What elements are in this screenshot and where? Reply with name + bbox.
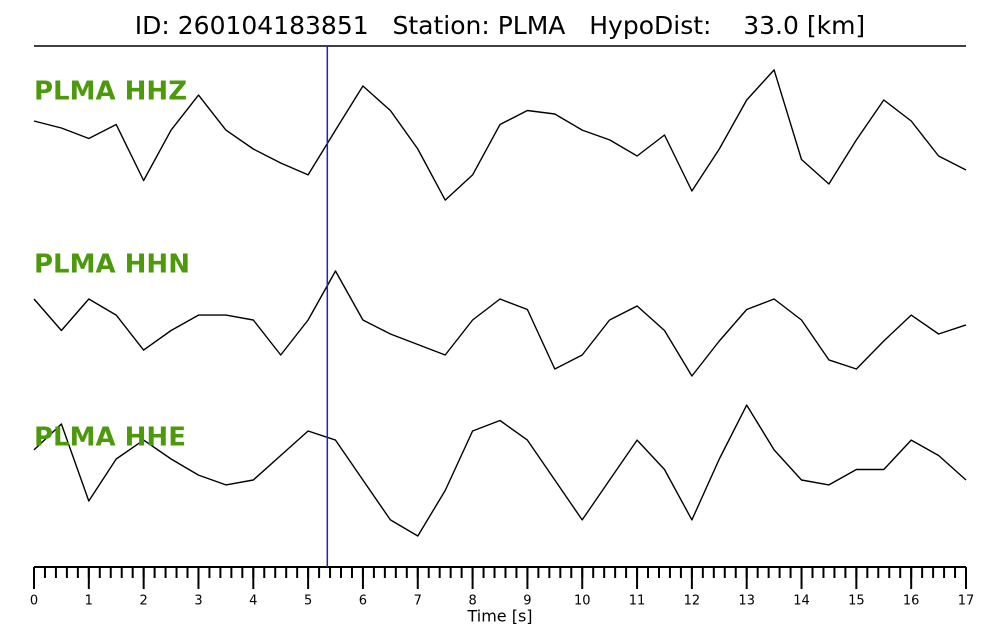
- x-tick-label: 0: [30, 594, 38, 609]
- waveform: [33, 69, 967, 201]
- x-tick-label: 14: [793, 594, 810, 609]
- x-tick-label: 12: [684, 594, 701, 609]
- trace-label: PLMA HHN: [34, 250, 190, 280]
- x-tick-label: 11: [629, 594, 646, 609]
- trace-label: PLMA HHZ: [34, 77, 187, 107]
- x-tick-label: 7: [414, 594, 422, 609]
- waveform: [33, 270, 967, 377]
- x-tick-label: 6: [359, 594, 367, 609]
- x-tick-label: 8: [468, 594, 476, 609]
- x-tick-label: 16: [903, 594, 920, 609]
- x-tick-label: 13: [738, 594, 755, 609]
- x-tick-label: 4: [249, 594, 257, 609]
- x-tick-label: 2: [140, 594, 148, 609]
- x-tick-label: 1: [85, 594, 93, 609]
- x-tick-label: 9: [523, 594, 531, 609]
- x-tick-label: 15: [848, 594, 865, 609]
- x-tick-label: 3: [194, 594, 202, 609]
- trace-label: PLMA HHE: [34, 423, 186, 453]
- chart-title: ID: 260104183851 Station: PLMA HypoDist:…: [135, 11, 865, 40]
- waveform: [33, 404, 967, 537]
- x-tick-label: 10: [574, 594, 591, 609]
- x-axis-label: Time [s]: [466, 607, 532, 626]
- x-tick-label: 17: [958, 594, 975, 609]
- x-tick-label: 5: [304, 594, 312, 609]
